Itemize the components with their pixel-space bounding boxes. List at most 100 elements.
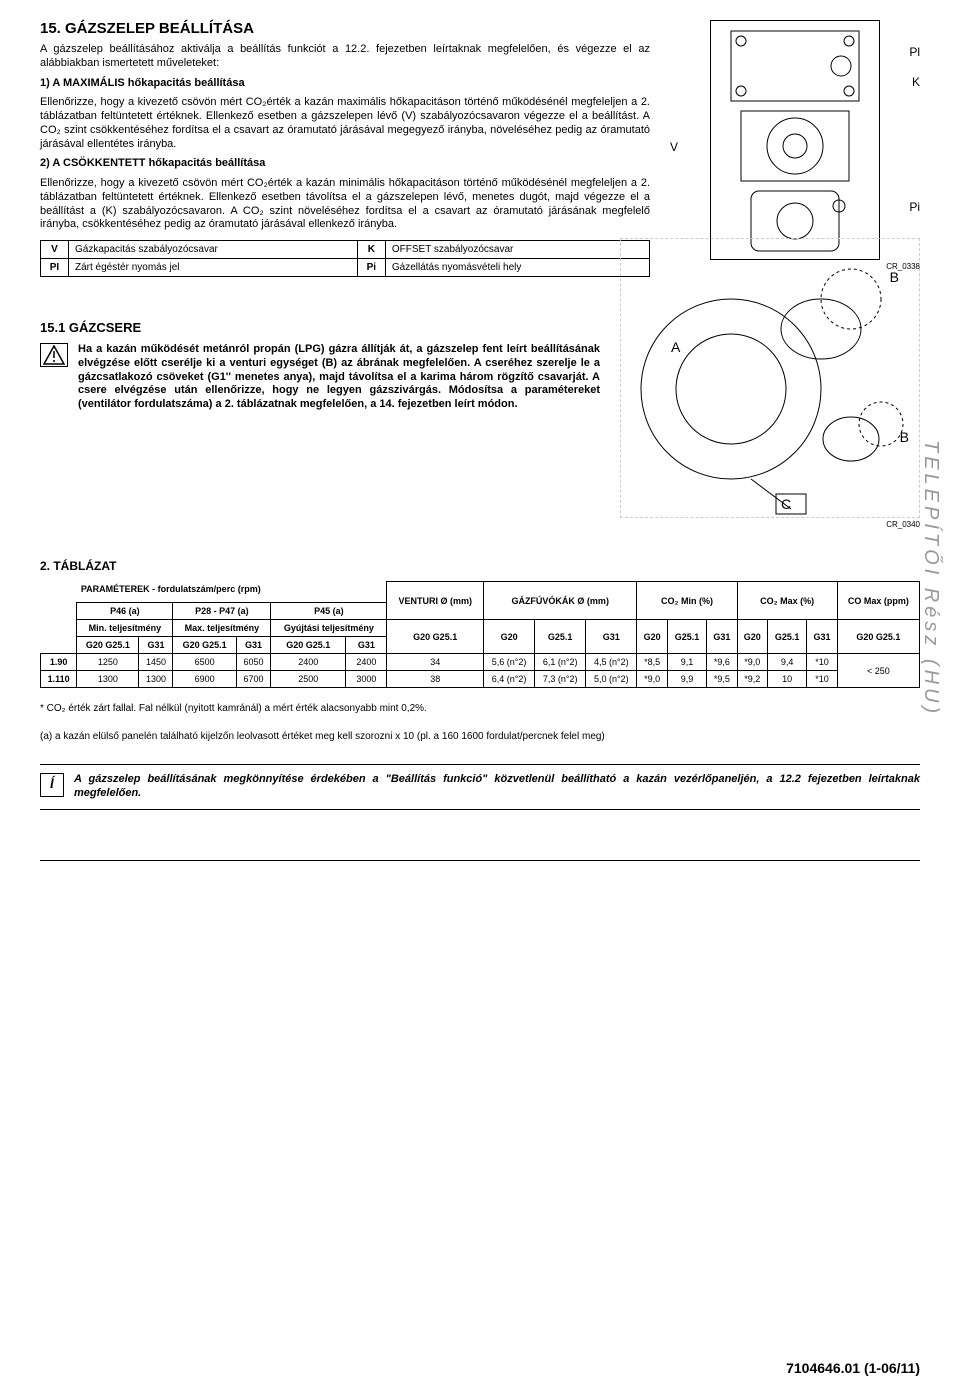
footnote-1: * CO₂ érték zárt fallal. Fal nélkül (nyi… <box>40 702 920 716</box>
table-row: 1.110 1300 1300 6900 6700 2500 3000 38 6… <box>41 671 920 688</box>
col-ign: Gyújtási teljesítmény <box>271 620 387 637</box>
valve-label-pi: Pi <box>909 200 920 214</box>
valve-diagram-svg <box>711 21 879 259</box>
gas-head: G31 <box>707 620 737 654</box>
data-cell: 6,4 (n°2) <box>484 671 535 688</box>
col-p28: P28 - P47 (a) <box>173 603 271 620</box>
col-min: Min. teljesítmény <box>77 620 173 637</box>
data-cell: 6,1 (n°2) <box>535 654 586 671</box>
gas-head: G31 <box>807 620 837 654</box>
venturi-svg <box>621 239 919 517</box>
col-p45: P45 (a) <box>271 603 387 620</box>
legend-val: Zárt égéstér nyomás jel <box>69 259 358 277</box>
gas-head: G20 G25.1 <box>837 620 919 654</box>
gas-head: G31 <box>236 637 271 654</box>
table-group-header: PARAMÉTEREK - fordulatszám/perc (rpm) <box>77 581 387 603</box>
data-cell: 34 <box>387 654 484 671</box>
model-cell: 1.90 <box>41 654 77 671</box>
section-title: 15. GÁZSZELEP BEÁLLÍTÁSA <box>40 20 650 37</box>
data-cell: 1300 <box>139 671 173 688</box>
data-cell: 6900 <box>173 671 236 688</box>
legend-key: Pi <box>357 259 385 277</box>
comax-cell: < 250 <box>837 654 919 688</box>
valve-label-k: K <box>912 75 920 89</box>
gas-head: G31 <box>586 620 637 654</box>
gas-head: G20 <box>637 620 667 654</box>
gas-head: G20 G25.1 <box>271 637 346 654</box>
data-cell: 6700 <box>236 671 271 688</box>
col-co2min: CO₂ Min (%) <box>637 581 737 620</box>
data-cell: *8,5 <box>637 654 667 671</box>
footnote-2: (a) a kazán elülső panelén található kij… <box>40 730 920 744</box>
warning-text: Ha a kazán működését metánról propán (LP… <box>78 343 600 412</box>
data-cell: *9,2 <box>737 671 767 688</box>
gas-head: G31 <box>139 637 173 654</box>
gas-head: G20 <box>737 620 767 654</box>
legend-val: Gázellátás nyomásvételi hely <box>385 259 649 277</box>
subhead-1: 1) A MAXIMÁLIS hőkapacitás beállítása <box>40 77 650 91</box>
data-cell: 9,1 <box>667 654 706 671</box>
data-cell: 6500 <box>173 654 236 671</box>
gas-head: G20 <box>484 620 535 654</box>
figure-ref-2: CR_0340 <box>40 520 920 529</box>
data-cell: 5,6 (n°2) <box>484 654 535 671</box>
paragraph-1: Ellenőrizze, hogy a kivezető csövön mért… <box>40 96 650 151</box>
data-cell: 7,3 (n°2) <box>535 671 586 688</box>
col-co2max: CO₂ Max (%) <box>737 581 837 620</box>
data-cell: 2400 <box>271 654 346 671</box>
data-cell: 38 <box>387 671 484 688</box>
legend-key: K <box>357 241 385 259</box>
legend-key: PI <box>41 259 69 277</box>
data-cell: 1300 <box>77 671 139 688</box>
data-cell: 1250 <box>77 654 139 671</box>
page-footer: 7104646.01 (1-06/11) <box>786 1360 920 1376</box>
model-cell: 1.110 <box>41 671 77 688</box>
col-p46: P46 (a) <box>77 603 173 620</box>
gas-head: G25.1 <box>535 620 586 654</box>
fig-label-a: A <box>671 339 680 355</box>
valve-label-v: V <box>670 140 678 154</box>
legend-key: V <box>41 241 69 259</box>
data-cell: 5,0 (n°2) <box>586 671 637 688</box>
gas-head: G20 G25.1 <box>387 620 484 654</box>
data-cell: 9,9 <box>667 671 706 688</box>
intro-text: A gázszelep beállításához aktiválja a be… <box>40 43 650 71</box>
legend-val: OFFSET szabályozócsavar <box>385 241 649 259</box>
data-cell: *10 <box>807 671 837 688</box>
parameter-table: PARAMÉTEREK - fordulatszám/perc (rpm) VE… <box>40 581 920 689</box>
info-text: A gázszelep beállításának megkönnyítése … <box>74 773 920 801</box>
data-cell: 2500 <box>271 671 346 688</box>
table2-title: 2. TÁBLÁZAT <box>40 559 920 573</box>
data-cell: 4,5 (n°2) <box>586 654 637 671</box>
valve-label-pl: Pl <box>909 45 920 59</box>
fig-label-b2: B <box>900 429 909 445</box>
col-comax: CO Max (ppm) <box>837 581 919 620</box>
col-venturi: VENTURI Ø (mm) <box>387 581 484 620</box>
data-cell: *9,6 <box>707 654 737 671</box>
data-cell: 3000 <box>346 671 387 688</box>
gas-head: G25.1 <box>667 620 706 654</box>
legend-table: V Gázkapacitás szabályozócsavar K OFFSET… <box>40 240 650 277</box>
data-cell: 6050 <box>236 654 271 671</box>
subhead-2: 2) A CSÖKKENTETT hőkapacitás beállítása <box>40 157 650 171</box>
data-cell: 1450 <box>139 654 173 671</box>
fig-label-b1: B <box>890 269 899 285</box>
col-max: Max. teljesítmény <box>173 620 271 637</box>
data-cell: *9,0 <box>637 671 667 688</box>
data-cell: 2400 <box>346 654 387 671</box>
warning-icon <box>40 343 68 367</box>
data-cell: *9,5 <box>707 671 737 688</box>
gas-head: G25.1 <box>768 620 807 654</box>
gas-head: G20 G25.1 <box>173 637 236 654</box>
paragraph-2: Ellenőrizze, hogy a kivezető csövön mért… <box>40 177 650 232</box>
col-nozzle: GÁZFÚVÓKÁK Ø (mm) <box>484 581 637 620</box>
data-cell: *9,0 <box>737 654 767 671</box>
info-icon: ĺ <box>40 773 64 797</box>
venturi-figure: A B B C <box>620 238 920 518</box>
side-section-label: TELEPÍTŐI Rész (HU) <box>919 440 942 717</box>
data-cell: 10 <box>768 671 807 688</box>
gas-head: G20 G25.1 <box>77 637 139 654</box>
legend-val: Gázkapacitás szabályozócsavar <box>69 241 358 259</box>
data-cell: 9,4 <box>768 654 807 671</box>
fig-label-c: C <box>781 496 791 512</box>
